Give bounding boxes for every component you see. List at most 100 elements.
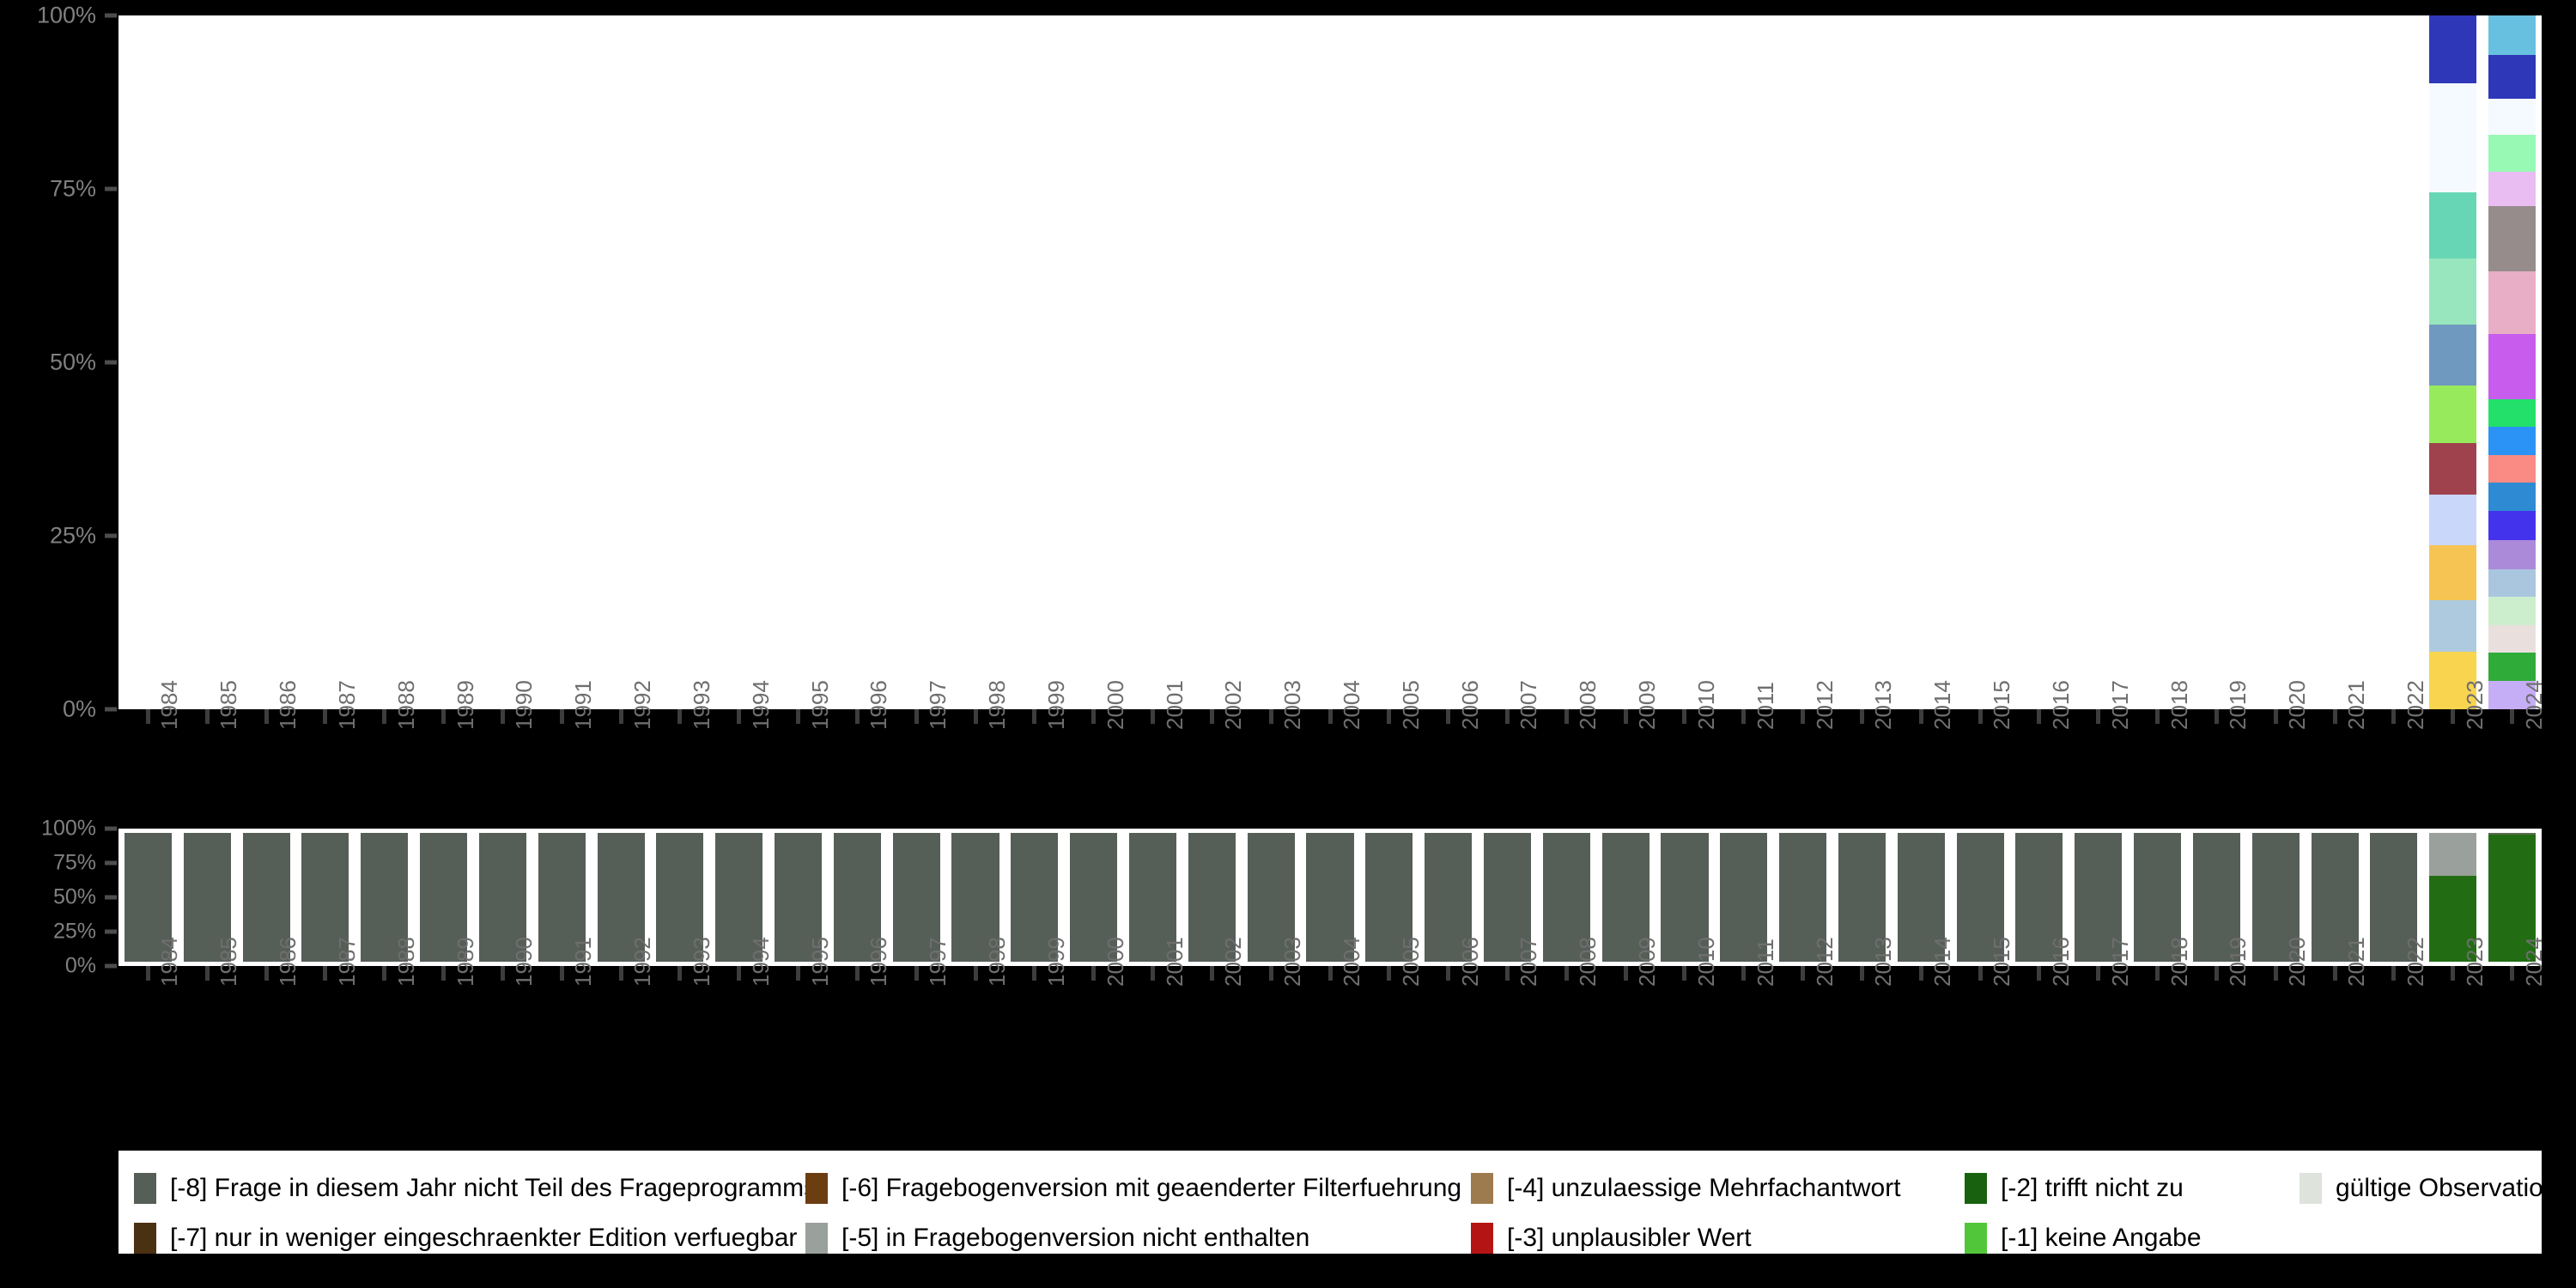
legend-item--3[interactable]: [-3] unplausibler Wert [1471,1223,1752,1254]
legend-item--1[interactable]: [-1] keine Angabe [1965,1223,2202,1254]
top-x-tick-mark [1859,709,1864,724]
bottom-x-tick-label-2007: 2007 [1516,937,1542,987]
bottom-x-tick-mark [854,966,860,981]
legend-item-label: gültige Observationen [2336,1174,2576,1202]
bottom-x-tick-label-2014: 2014 [1929,937,1956,987]
bottom-x-tick-mark [559,966,564,981]
top-x-tick-mark [1209,709,1214,724]
bottom-bar-segment [775,833,823,962]
bottom-x-tick-label-1997: 1997 [925,937,951,987]
bottom-bar-segment [1247,833,1295,962]
bottom-x-tick-mark [1387,966,1392,981]
top-x-tick-label-2009: 2009 [1634,680,1661,730]
bottom-x-tick-mark [2214,966,2219,981]
top-bar-segment [2429,651,2477,709]
top-x-tick-mark [2037,709,2042,724]
top-x-tick-label-1988: 1988 [392,680,419,730]
top-x-tick-mark [441,709,447,724]
bottom-bar-1984 [124,833,172,962]
top-bar-segment [2429,385,2477,443]
top-x-tick-label-2006: 2006 [1456,680,1483,730]
legend-item--2[interactable]: [-2] trifft nicht zu [1965,1173,2184,1204]
bottom-bar-1999 [1011,833,1059,962]
legend-item-label: [-8] Frage in diesem Jahr nicht Teil des… [170,1174,817,1202]
bottom-x-tick-label-2024: 2024 [2520,937,2547,987]
top-y-tick-label: 0% [62,696,96,722]
top-x-tick-label-2024: 2024 [2520,680,2547,730]
bottom-x-tick-mark [2332,966,2337,981]
top-y-tick-mark [105,13,117,18]
bottom-x-tick-mark [1682,966,1687,981]
bottom-bar-segment [420,833,468,962]
top-x-tick-label-2020: 2020 [2284,680,2311,730]
bottom-bar-1998 [951,833,999,962]
top-x-tick-label-2002: 2002 [1220,680,1247,730]
top-bar-segment [2488,55,2537,99]
legend-item--4[interactable]: [-4] unzulaessige Mehrfachantwort [1471,1173,1901,1204]
bottom-bar-2007 [1483,833,1532,962]
bottom-bar-segment [2429,833,2477,876]
top-bar-segment [2488,454,2537,483]
bottom-bar-segment [597,833,645,962]
top-x-tick-mark [677,709,683,724]
bottom-x-tick-label-1986: 1986 [275,937,301,987]
bottom-bar-segment [2075,833,2123,962]
legend-item--6[interactable]: [-6] Fragebogenversion mit geaenderter F… [805,1173,1461,1204]
top-x-tick-mark [2391,709,2397,724]
bottom-x-tick-mark [1623,966,1628,981]
bottom-bar-segment [361,833,409,962]
bottom-bar-segment [124,833,172,962]
top-x-tick-label-1995: 1995 [806,680,833,730]
bottom-x-tick-label-2021: 2021 [2343,937,2370,987]
legend-item-label: [-6] Fragebogenversion mit geaenderter F… [841,1174,1462,1202]
bottom-x-tick-label-2004: 2004 [1339,937,1364,987]
top-x-tick-label-2008: 2008 [1575,680,1601,730]
top-x-tick-mark [1801,709,1806,724]
top-x-tick-label-2021: 2021 [2343,680,2370,730]
top-x-tick-mark [973,709,978,724]
bottom-y-tick-label: 75% [52,850,96,875]
bottom-bar-segment [183,833,231,962]
bottom-bar-segment [951,833,999,962]
bottom-x-tick-mark [914,966,919,981]
bottom-bar-segment [1483,833,1532,962]
top-bar-segment [2429,15,2477,83]
legend-swatch-icon [134,1173,156,1204]
bottom-x-tick-label-2009: 2009 [1634,937,1661,987]
legend-item-valid[interactable]: gültige Observationen [2300,1173,2576,1204]
top-plot-area [118,15,2542,709]
top-bar-segment [2488,270,2537,335]
top-x-tick-mark [1327,709,1333,724]
bottom-bar-2018 [2134,833,2182,962]
bottom-bar-2023 [2429,833,2477,962]
legend-item--5[interactable]: [-5] in Fragebogenversion nicht enthalte… [805,1223,1309,1254]
bottom-bar-segment [1897,833,1945,962]
top-x-tick-label-1992: 1992 [629,680,656,730]
top-x-tick-mark [145,709,150,724]
bottom-bar-1989 [420,833,468,962]
legend-item--8[interactable]: [-8] Frage in diesem Jahr nicht Teil des… [134,1173,817,1204]
top-x-tick-mark [1918,709,1923,724]
bottom-x-tick-label-2011: 2011 [1752,939,1778,987]
top-x-tick-label-2014: 2014 [1929,680,1956,730]
top-x-tick-mark [559,709,564,724]
top-bar-segment [2429,494,2477,546]
bottom-bar-2020 [2251,833,2300,962]
top-x-tick-label-2019: 2019 [2225,680,2251,730]
legend-swatch-icon [134,1223,156,1254]
top-x-tick-label-2016: 2016 [2047,680,2074,730]
top-y-tick-label: 50% [49,349,96,375]
top-x-tick-mark [1504,709,1510,724]
top-y-tick-label: 25% [49,522,96,549]
bottom-bar-2011 [1720,833,1768,962]
bottom-bar-1990 [478,833,526,962]
bottom-x-tick-mark [1741,966,1747,981]
bottom-bar-2017 [2075,833,2123,962]
top-x-tick-mark [1032,709,1037,724]
bottom-y-tick-label: 100% [41,816,96,841]
top-x-tick-mark [1978,709,1983,724]
bottom-x-tick-label-1984: 1984 [156,937,183,987]
bottom-bar-1995 [775,833,823,962]
legend-item--7[interactable]: [-7] nur in weniger eingeschraenkter Edi… [134,1223,797,1254]
bottom-bar-segment [1779,833,1827,962]
